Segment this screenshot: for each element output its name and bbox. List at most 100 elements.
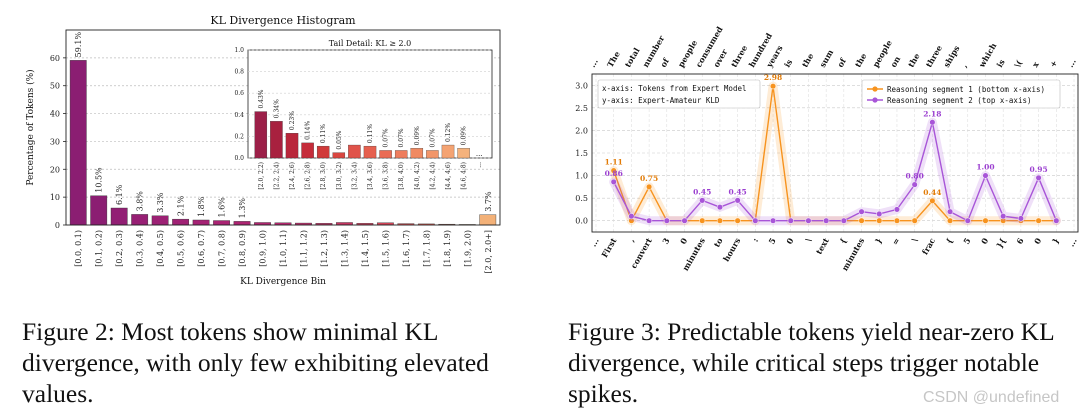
series-line xyxy=(613,121,1057,222)
inset-bar xyxy=(285,133,299,159)
top-token-label: ... xyxy=(1065,57,1078,69)
y-tick-label: 40 xyxy=(50,110,60,119)
bottom-token-label: to xyxy=(711,235,725,248)
plot-frame xyxy=(591,73,1079,233)
bar-value-label: 3.7% xyxy=(484,191,493,212)
inset-bar-label: 0.09% xyxy=(414,126,421,145)
inset-x-tick-label: [2.2, 2.4) xyxy=(273,162,280,190)
data-point xyxy=(823,217,830,224)
y-tick-label: 0 xyxy=(55,221,60,230)
bar-value-label: 6.1% xyxy=(115,184,124,205)
y-tick-label: 50 xyxy=(50,82,60,91)
top-token-label: x xyxy=(1030,60,1041,69)
point-value-label: 2.18 xyxy=(923,109,941,118)
bar-value-label: 10.5% xyxy=(95,167,104,193)
data-point xyxy=(734,197,741,204)
histogram-bar xyxy=(192,219,210,226)
x-tick-label: [0.0, 0.1) xyxy=(74,230,83,267)
kl-histogram-figure: KL Divergence Histogram 0 10 20 30 40 50 60 59.1… xyxy=(25,14,501,287)
inset-x-tick-label: [2.6, 2.8) xyxy=(305,162,312,190)
point-value-label: 0.44 xyxy=(923,188,941,197)
inset-bar xyxy=(441,144,455,159)
x-tick-label: [1.3, 1.4) xyxy=(340,230,349,267)
bottom-token-label: frac xyxy=(920,236,938,256)
inset-y-tick-label: 0.8 xyxy=(234,69,244,76)
bottom-token-label: text xyxy=(814,236,831,256)
top-token-label: sum xyxy=(817,47,835,69)
x-tick-label: [0.4, 0.5) xyxy=(156,230,165,267)
bottom-token-label: hours xyxy=(721,236,743,264)
legend-box xyxy=(861,79,1061,109)
inset-bar-label: 0.23% xyxy=(289,111,296,130)
inset-bar xyxy=(254,111,268,159)
bottom-token-label: : xyxy=(750,236,760,244)
top-token-label: The xyxy=(605,49,622,69)
inset-bar-label: 0.43% xyxy=(258,89,265,108)
bar-value-label: 1.3% xyxy=(238,198,247,219)
inset-x-tick-label: [3.0, 3.2) xyxy=(336,162,343,190)
histogram-bar xyxy=(131,214,149,226)
data-point xyxy=(699,217,706,224)
figure-2-caption: Figure 2: Most tokens show minimal KL di… xyxy=(22,317,489,408)
data-point xyxy=(947,217,954,224)
histogram-bar xyxy=(69,60,87,226)
bar-value-label: 59.1% xyxy=(74,32,83,58)
point-value-label: 2.98 xyxy=(764,73,782,82)
data-point xyxy=(1035,174,1042,181)
bottom-token-label: 0 xyxy=(979,236,991,246)
bottom-token-label: \ xyxy=(803,236,813,244)
inset-x-tick-label: [4.2, 4.4) xyxy=(429,162,436,190)
top-token-label: three xyxy=(923,43,944,69)
data-point xyxy=(716,217,723,224)
inset-bar-label: 0.14% xyxy=(305,121,312,140)
data-point xyxy=(1017,215,1024,222)
data-point xyxy=(646,183,653,190)
top-token-label: , xyxy=(959,61,969,69)
inset-y-tick-label: 1.0 xyxy=(234,47,244,54)
bottom-token-label: { xyxy=(944,236,955,245)
inset-bar xyxy=(332,152,346,159)
y-tick-label: 0.0 xyxy=(575,217,588,226)
data-point xyxy=(752,217,759,224)
inset-bar-label: 0.11% xyxy=(320,124,327,143)
inset-bar xyxy=(457,148,470,159)
point-value-label: 0.80 xyxy=(906,172,924,181)
point-value-label: 0.86 xyxy=(605,169,623,178)
data-point xyxy=(610,178,617,185)
bottom-token-label: , xyxy=(626,236,636,244)
data-point xyxy=(734,217,741,224)
inset-bar xyxy=(301,142,314,159)
inset-y-tick-label: 0.2 xyxy=(234,133,244,140)
chart-title: KL Divergence Histogram xyxy=(210,14,356,27)
inset-x-tick-label: [3.2, 3.4) xyxy=(351,162,358,190)
figure-3-caption: Figure 3: Predictable tokens yield near-… xyxy=(568,317,1054,408)
data-point xyxy=(911,181,918,188)
legend-marker xyxy=(872,86,878,92)
histogram-bar xyxy=(110,207,128,226)
y-tick-label: 0.5 xyxy=(575,194,588,203)
inset-x-tick-label: ... xyxy=(476,162,483,168)
x-tick-label: [1.4, 1.5) xyxy=(361,230,370,267)
inset-y-tick-label: 0.6 xyxy=(234,90,244,97)
legend-label: Reasoning segment 2 (top x-axis) xyxy=(887,96,1032,105)
top-token-label: of xyxy=(835,56,848,69)
inset-x-tick-label: [3.6, 3.8) xyxy=(383,162,390,190)
bar-value-label: 1.8% xyxy=(197,196,206,217)
data-point xyxy=(893,217,901,224)
x-tick-label: [0.8, 0.9) xyxy=(238,230,247,267)
data-point xyxy=(982,217,989,224)
y-tick-label: 1.0 xyxy=(575,172,588,181)
bottom-token-label: ... xyxy=(588,236,601,248)
top-token-label: total xyxy=(622,46,641,69)
bottom-token-label: }{ xyxy=(994,236,1008,250)
inset-bar xyxy=(363,145,377,159)
histogram-bar xyxy=(213,220,230,226)
top-token-label: the xyxy=(800,51,816,69)
inset-bar xyxy=(410,148,424,159)
inset-bar xyxy=(394,150,408,159)
inset-bar xyxy=(379,150,392,159)
data-point xyxy=(1035,217,1042,224)
histogram-bar xyxy=(479,214,497,226)
point-value-label: 1.00 xyxy=(976,163,994,172)
bottom-token-label: } xyxy=(873,236,884,245)
